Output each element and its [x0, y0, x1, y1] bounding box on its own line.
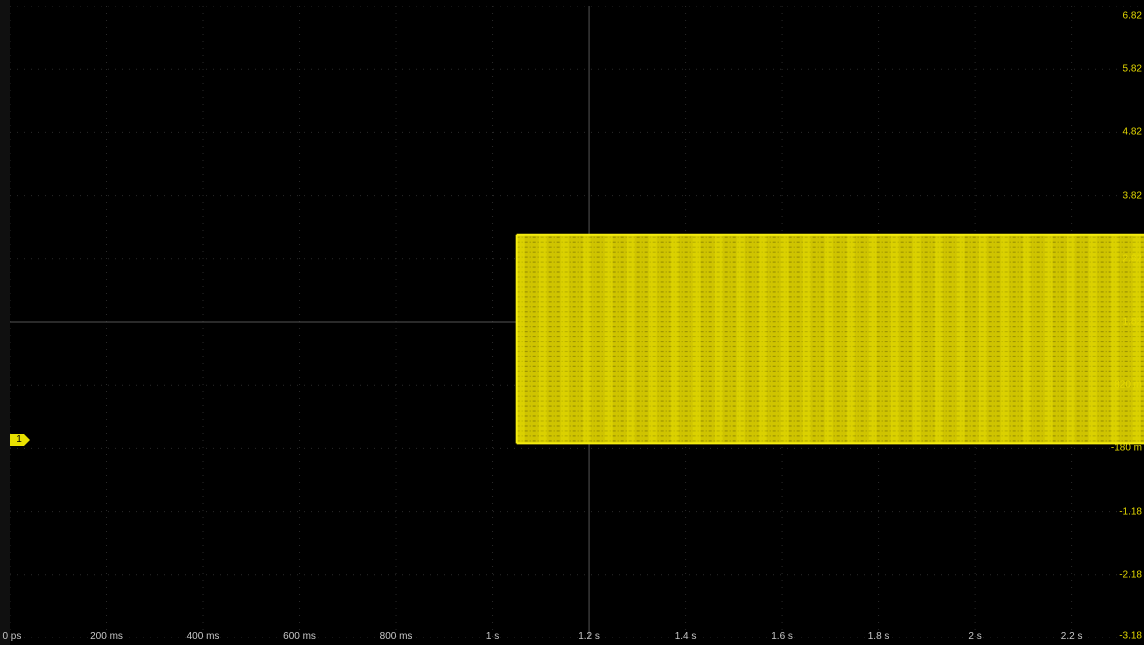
time-tick-label: 0 ps [2, 631, 22, 642]
time-tick-label: 1.8 s [867, 631, 890, 642]
waveform-band [758, 234, 767, 444]
voltage-tick-label: 6.82 [1122, 10, 1142, 22]
waveform-band [626, 234, 635, 444]
voltage-tick-label: 4.82 [1122, 126, 1142, 138]
time-tick-label: 600 ms [283, 631, 316, 642]
waveform-band [956, 234, 965, 444]
channel-1-ground-marker[interactable] [10, 433, 30, 447]
time-tick-label: 800 ms [379, 631, 413, 642]
waveform-band [670, 234, 679, 444]
time-tick-label: 1.2 s [578, 631, 600, 642]
waveform-band [868, 234, 877, 444]
waveform-grid [10, 6, 1144, 638]
waveform-band [824, 234, 833, 444]
voltage-tick-label: -2.18 [1119, 569, 1142, 581]
channel-1-marker-label: 1 [16, 434, 22, 445]
waveform-band [1000, 234, 1009, 444]
waveform-band [1132, 234, 1141, 444]
waveform-band [1044, 234, 1053, 444]
waveform-band [1110, 234, 1119, 444]
time-tick-label: 2.2 s [1060, 631, 1083, 642]
waveform-band [802, 234, 811, 444]
waveform-band [1088, 234, 1097, 444]
waveform-band [538, 234, 547, 444]
waveform-band [1066, 234, 1075, 444]
waveform-envelope [516, 234, 1144, 444]
waveform-band [714, 234, 723, 444]
waveform-band [736, 234, 745, 444]
voltage-tick-label: 3.82 [1122, 190, 1142, 202]
waveform-band [560, 234, 569, 444]
waveform-band [978, 234, 987, 444]
waveform-band [692, 234, 701, 444]
time-tick-label: 1 s [485, 631, 500, 642]
voltage-tick-label: 1.82 [1122, 316, 1142, 328]
voltage-tick-label: 820 m [1114, 379, 1142, 391]
waveform-band [934, 234, 943, 444]
waveform-band [604, 234, 613, 444]
left-frame [0, 0, 10, 645]
time-tick-label: 400 ms [186, 631, 220, 642]
waveform-band [1022, 234, 1031, 444]
time-tick-label: 1.4 s [674, 631, 697, 642]
waveform-band [846, 234, 855, 444]
time-tick-label: 2 s [968, 631, 982, 642]
channel-1-waveform [515, 233, 1144, 445]
waveform-band [890, 234, 899, 444]
waveform-band [648, 234, 657, 444]
time-tick-label: 1.6 s [771, 631, 793, 642]
waveform-band [582, 234, 591, 444]
voltage-tick-label: 5.82 [1122, 63, 1142, 75]
voltage-tick-label: -180 m [1110, 442, 1142, 454]
waveform-band [780, 234, 789, 444]
waveform-plot-area[interactable] [10, 6, 1144, 638]
waveform-band [912, 234, 921, 444]
time-tick-label: 200 ms [90, 631, 123, 642]
voltage-tick-label: 2.82 [1122, 253, 1142, 265]
voltage-tick-label: -1.18 [1119, 506, 1142, 518]
waveform-band [516, 234, 525, 444]
voltage-tick-label: -3.18 [1119, 630, 1142, 642]
